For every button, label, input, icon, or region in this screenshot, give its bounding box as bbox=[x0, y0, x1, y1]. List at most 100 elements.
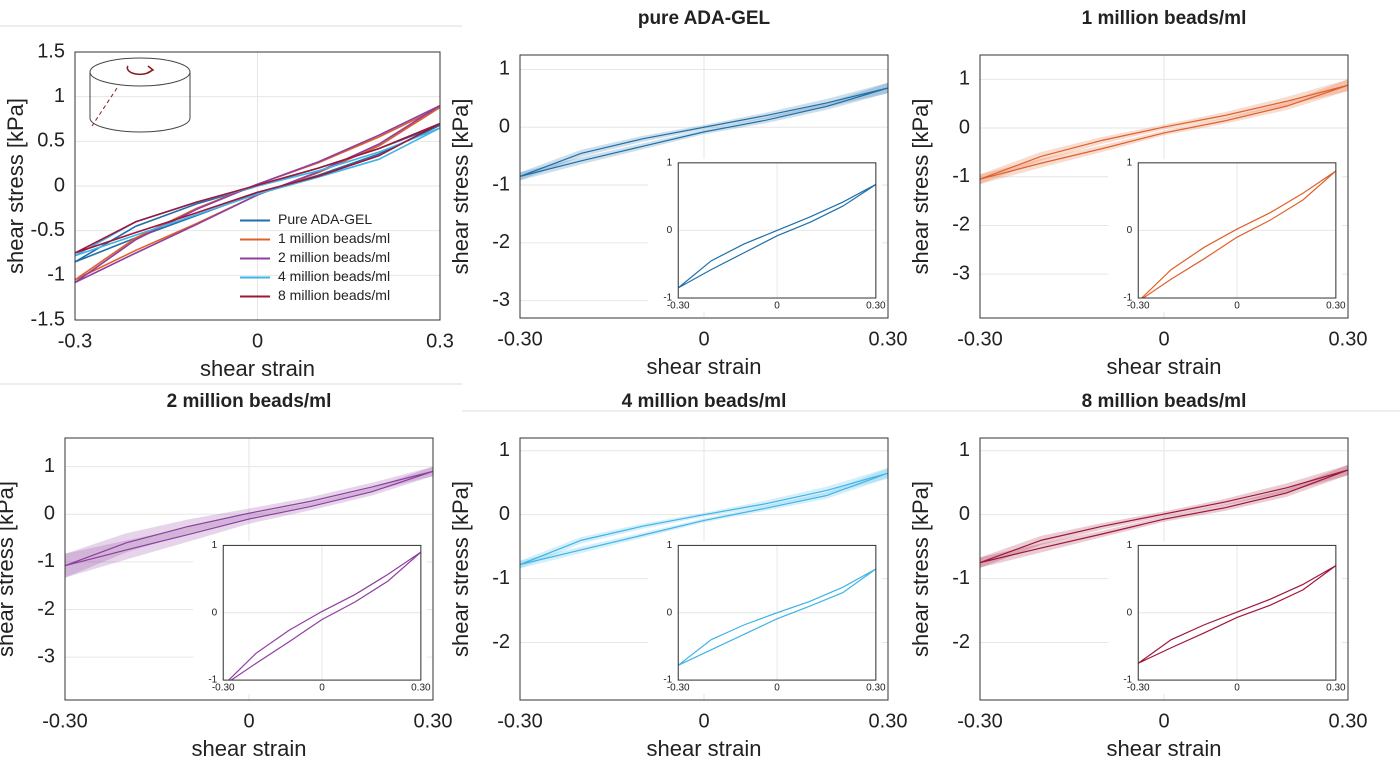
y-tick-label: 0 bbox=[212, 607, 218, 618]
panel: -0.30 0 0.30 -2 -1 0 1 4 million beads/ml shear … bbox=[448, 391, 908, 761]
axes-box bbox=[64, 437, 434, 701]
legend-label: 1 million beads/ml bbox=[278, 230, 390, 246]
x-tick-label: 0.30 bbox=[869, 710, 908, 732]
y-tick-label: -2 bbox=[952, 631, 970, 653]
panel: -0.30 0 0.30 -3 -2 -1 0 1 1 million beads/ml shea… bbox=[908, 8, 1368, 379]
plot bbox=[65, 466, 433, 578]
y-tick-label: 1.5 bbox=[37, 40, 65, 62]
legend-label: Pure ADA-GEL bbox=[278, 211, 372, 227]
inset-box bbox=[1137, 162, 1337, 299]
y-tick-label: 1 bbox=[667, 157, 673, 168]
y-tick-label: -1 bbox=[1123, 293, 1132, 304]
std-band bbox=[826, 468, 888, 499]
data-line bbox=[980, 84, 1348, 180]
data-line bbox=[980, 469, 1348, 564]
panel: -0.30 0 0.30 -3 -2 -1 0 1 2 million beads/ml shea… bbox=[0, 391, 452, 761]
inset: -0.30 0 0.30 -1 0 1 bbox=[648, 540, 886, 695]
std-band bbox=[65, 540, 127, 578]
y-tick-label: -1 bbox=[1123, 675, 1132, 686]
panel-title: 4 million beads/ml bbox=[622, 391, 787, 412]
inset-box bbox=[677, 544, 877, 681]
y-tick-label: -2 bbox=[492, 631, 510, 653]
x-tick-label: -0.30 bbox=[957, 710, 1003, 732]
std-band bbox=[1041, 522, 1103, 545]
plot bbox=[980, 79, 1348, 185]
y-tick-label: 1 bbox=[667, 540, 673, 551]
x-tick-label: -0.3 bbox=[58, 330, 92, 352]
legend-label: 8 million beads/ml bbox=[278, 287, 390, 303]
y-tick-label: -1 bbox=[37, 550, 55, 572]
data-line bbox=[520, 472, 888, 566]
data-line bbox=[75, 124, 440, 263]
y-tick-label: 1 bbox=[1127, 157, 1133, 168]
y-tick-label: 1 bbox=[499, 58, 510, 80]
std-band bbox=[1041, 530, 1103, 553]
panel: -0.3 0 0.3 -1.5 -1 -0.5 0 0.5 1 1.5 shear strain sh… bbox=[3, 40, 454, 381]
std-band bbox=[1286, 79, 1348, 106]
axes-box bbox=[519, 54, 889, 319]
axes-box bbox=[979, 54, 1349, 319]
y-tick-label: 0 bbox=[1127, 607, 1133, 618]
y-axis-label: shear stress [kPa] bbox=[448, 481, 473, 657]
x-axis-label: shear strain bbox=[192, 736, 307, 761]
y-tick-label: -1 bbox=[952, 165, 970, 187]
y-tick-label: 0 bbox=[54, 174, 65, 196]
plot bbox=[980, 464, 1348, 568]
x-tick-label: 0.30 bbox=[1329, 328, 1368, 350]
y-tick-label: 1 bbox=[959, 68, 970, 90]
x-tick-label: 0 bbox=[319, 683, 325, 694]
x-tick-label: 0 bbox=[1234, 683, 1240, 694]
y-tick-label: 0 bbox=[959, 116, 970, 138]
y-axis-label: shear stress [kPa] bbox=[0, 481, 18, 657]
legend-label: 2 million beads/ml bbox=[278, 249, 390, 265]
y-tick-label: -1.5 bbox=[31, 308, 65, 330]
x-tick-label: 0.30 bbox=[866, 301, 886, 312]
inset: -0.30 0 0.30 -1 0 1 bbox=[193, 540, 431, 695]
y-tick-label: 0 bbox=[499, 503, 510, 525]
y-tick-label: -2 bbox=[952, 214, 970, 236]
x-tick-label: -0.30 bbox=[957, 328, 1003, 350]
inset-line bbox=[678, 568, 876, 666]
std-band bbox=[826, 82, 888, 110]
x-tick-label: 0 bbox=[698, 328, 709, 350]
axes-box bbox=[979, 437, 1349, 701]
x-tick-label: -0.30 bbox=[497, 710, 543, 732]
x-tick-label: 0.30 bbox=[1326, 301, 1346, 312]
x-tick-label: 0 bbox=[774, 683, 780, 694]
y-tick-label: -3 bbox=[37, 645, 55, 667]
y-tick-label: 1 bbox=[1127, 540, 1133, 551]
x-tick-label: 0.30 bbox=[1326, 683, 1346, 694]
y-tick-label: -1 bbox=[663, 293, 672, 304]
inset-box bbox=[1137, 544, 1337, 681]
y-tick-label: 0 bbox=[499, 116, 510, 138]
x-axis-label: shear strain bbox=[1107, 736, 1222, 761]
panel-title: pure ADA-GEL bbox=[638, 8, 771, 29]
x-tick-label: 0 bbox=[243, 710, 254, 732]
x-tick-label: 0.30 bbox=[411, 683, 431, 694]
y-tick-label: -1 bbox=[952, 567, 970, 589]
panel-title: 8 million beads/ml bbox=[1082, 391, 1247, 412]
inset-line bbox=[678, 183, 876, 289]
std-band bbox=[187, 514, 249, 542]
y-tick-label: 1 bbox=[44, 455, 55, 477]
inset: -0.30 0 0.30 -1 0 1 bbox=[648, 157, 886, 313]
std-band bbox=[126, 527, 188, 560]
plot bbox=[520, 82, 888, 181]
data-line bbox=[75, 106, 440, 281]
x-tick-label: -0.30 bbox=[42, 710, 88, 732]
x-axis-label: shear strain bbox=[1107, 354, 1222, 379]
panel: -0.30 0 0.30 -3 -2 -1 0 1 pure ADA-GEL shear stra… bbox=[448, 8, 908, 379]
y-tick-label: 0.5 bbox=[37, 130, 65, 152]
std-band bbox=[1286, 79, 1348, 111]
y-tick-label: 0 bbox=[667, 607, 673, 618]
std-band bbox=[1225, 483, 1287, 506]
y-axis-label: shear stress [kPa] bbox=[908, 481, 933, 657]
std-band bbox=[187, 508, 249, 534]
x-axis-label: shear strain bbox=[647, 354, 762, 379]
std-band bbox=[65, 533, 127, 578]
data-line bbox=[75, 104, 440, 284]
y-tick-label: -1 bbox=[47, 264, 65, 286]
std-band bbox=[126, 519, 188, 553]
y-tick-label: 1 bbox=[959, 439, 970, 461]
x-tick-label: 0.30 bbox=[866, 683, 886, 694]
